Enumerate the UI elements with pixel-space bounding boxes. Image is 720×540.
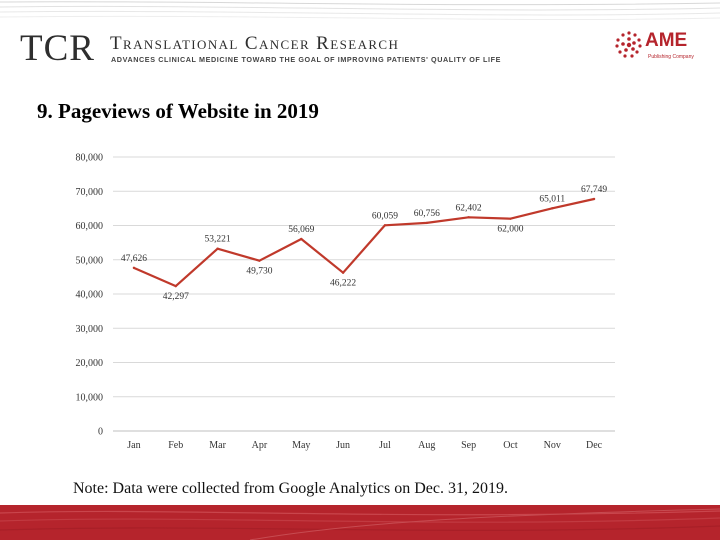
x-tick-label-sep: Sep xyxy=(461,440,476,451)
x-tick-label-jun: Jun xyxy=(336,440,350,451)
data-point-apr xyxy=(258,259,261,262)
data-point-feb xyxy=(174,284,177,288)
x-tick-label-oct: Oct xyxy=(503,440,518,451)
tcr-logo: TCR xyxy=(20,28,95,69)
data-point-jan xyxy=(132,266,136,270)
y-tick-label: 30,000 xyxy=(76,324,104,335)
y-tick-label: 40,000 xyxy=(76,290,104,301)
y-tick-label: 60,000 xyxy=(76,221,104,232)
pageviews-line-chart: 0 10,000 20,000 30,000 40,000 50,000 60,000 70,… xyxy=(0,140,720,475)
ame-logo-subtitle: Publishing Company xyxy=(648,54,694,60)
data-label-may: 56,069 xyxy=(288,225,314,235)
data-point-dec xyxy=(592,197,596,201)
data-label-dec: 67,749 xyxy=(581,185,607,195)
data-label-nov: 65,011 xyxy=(539,194,565,204)
x-tick-label-mar: Mar xyxy=(209,440,226,451)
pageviews-series-line xyxy=(133,197,595,288)
bottom-decorative-band xyxy=(0,505,720,540)
data-point-sep xyxy=(467,216,470,219)
y-tick-label: 20,000 xyxy=(76,358,104,369)
data-label-mar: 53,221 xyxy=(205,235,231,245)
dotted-globe-icon xyxy=(615,31,642,58)
journal-header: TCR Translational Cancer Research ADVANC… xyxy=(0,24,720,74)
x-tick-label-jan: Jan xyxy=(127,440,140,451)
y-tick-label: 70,000 xyxy=(76,187,104,198)
y-tick-label: 50,000 xyxy=(76,255,104,266)
data-point-nov xyxy=(551,207,554,210)
y-tick-label: 0 xyxy=(98,427,103,438)
data-point-mar xyxy=(216,247,219,250)
data-point-oct xyxy=(509,217,512,220)
slide-title: 9. Pageviews of Website in 2019 xyxy=(37,99,319,123)
data-label-sep: 62,402 xyxy=(456,203,482,213)
data-label-apr: 49,730 xyxy=(246,267,272,277)
x-tick-label-dec: Dec xyxy=(586,440,603,451)
top-decorative-band xyxy=(0,0,720,24)
data-point-may xyxy=(300,237,303,241)
data-label-oct: 62,000 xyxy=(497,225,523,235)
y-tick-label: 10,000 xyxy=(76,392,104,403)
x-tick-label-nov: Nov xyxy=(544,440,561,451)
data-label-jun: 46,222 xyxy=(330,279,356,289)
journal-title: Translational Cancer Research xyxy=(110,33,400,54)
x-tick-label-apr: Apr xyxy=(252,440,268,451)
journal-subtitle: ADVANCES CLINICAL MEDICINE TOWARD THE GO… xyxy=(111,55,501,64)
x-tick-label-jul: Jul xyxy=(379,440,391,451)
x-tick-label-may: May xyxy=(292,440,310,451)
x-tick-label-feb: Feb xyxy=(168,440,183,451)
y-tick-label: 80,000 xyxy=(76,153,104,164)
data-point-jun xyxy=(341,271,345,274)
data-label-jul: 60,059 xyxy=(372,211,398,221)
data-label-jan: 47,626 xyxy=(121,254,147,264)
chart-svg: 0 10,000 20,000 30,000 40,000 50,000 60,000 70,… xyxy=(76,153,615,451)
data-label-feb: 42,297 xyxy=(163,292,189,302)
x-tick-label-aug: Aug xyxy=(418,440,435,451)
data-label-aug: 60,756 xyxy=(414,209,440,219)
data-point-aug xyxy=(425,221,428,225)
data-point-jul xyxy=(383,224,387,227)
ame-logo-text: AME xyxy=(645,30,688,51)
ame-publisher-logo: AME Publishing Company xyxy=(612,28,712,68)
data-source-note: Note: Data were collected from Google An… xyxy=(73,480,508,497)
